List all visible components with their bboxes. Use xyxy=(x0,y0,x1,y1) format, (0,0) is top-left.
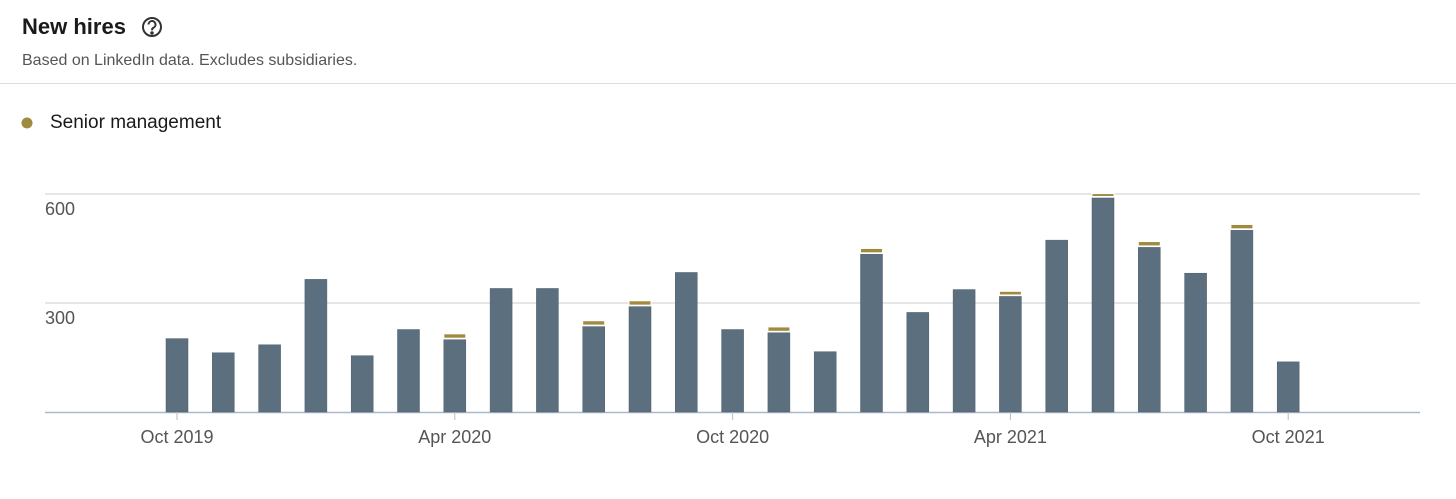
help-icon[interactable] xyxy=(142,17,162,37)
bar-segment xyxy=(1137,241,1161,247)
bar xyxy=(628,306,652,413)
bar xyxy=(1230,230,1254,413)
bar xyxy=(767,332,791,413)
bar xyxy=(582,326,605,413)
bar xyxy=(165,338,189,413)
bar xyxy=(860,254,883,413)
bar xyxy=(721,329,744,413)
x-tick-label: Oct 2019 xyxy=(140,427,213,447)
y-tick-label: 600 xyxy=(45,199,75,219)
bar xyxy=(1091,197,1115,413)
bar xyxy=(1276,361,1300,413)
title: New hires xyxy=(22,14,126,39)
bar xyxy=(999,296,1022,413)
legend-swatch xyxy=(21,117,33,129)
bar xyxy=(443,339,467,413)
bar-segment xyxy=(1091,193,1115,197)
bar-segment xyxy=(582,320,606,326)
bar xyxy=(212,352,235,413)
bar-segment xyxy=(998,290,1022,296)
bar xyxy=(304,279,328,413)
bar xyxy=(1184,272,1207,413)
bar-segment xyxy=(443,333,467,339)
bar xyxy=(258,344,281,413)
bar xyxy=(489,288,513,413)
bar-segment xyxy=(628,300,652,306)
x-tick-label: Oct 2020 xyxy=(696,427,769,447)
bar-segment xyxy=(767,326,791,332)
x-tick-label: Apr 2021 xyxy=(974,427,1047,447)
bar xyxy=(536,288,559,413)
legend-label: Senior management xyxy=(50,112,222,133)
x-tick-label: Apr 2020 xyxy=(418,427,491,447)
bar xyxy=(397,329,420,413)
bar-segment xyxy=(1230,223,1254,230)
subtitle: Based on LinkedIn data. Excludes subsidi… xyxy=(22,52,357,69)
bar xyxy=(350,355,374,413)
bar xyxy=(1138,247,1161,413)
y-tick-label: 300 xyxy=(45,308,75,328)
bar xyxy=(1045,239,1068,413)
bar xyxy=(675,272,698,413)
bar xyxy=(952,289,976,413)
x-tick-label: Oct 2021 xyxy=(1252,427,1325,447)
bar-segment xyxy=(860,247,883,254)
bar xyxy=(813,351,837,413)
bar xyxy=(906,312,930,413)
